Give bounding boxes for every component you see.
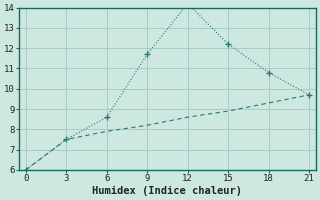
- X-axis label: Humidex (Indice chaleur): Humidex (Indice chaleur): [92, 186, 243, 196]
